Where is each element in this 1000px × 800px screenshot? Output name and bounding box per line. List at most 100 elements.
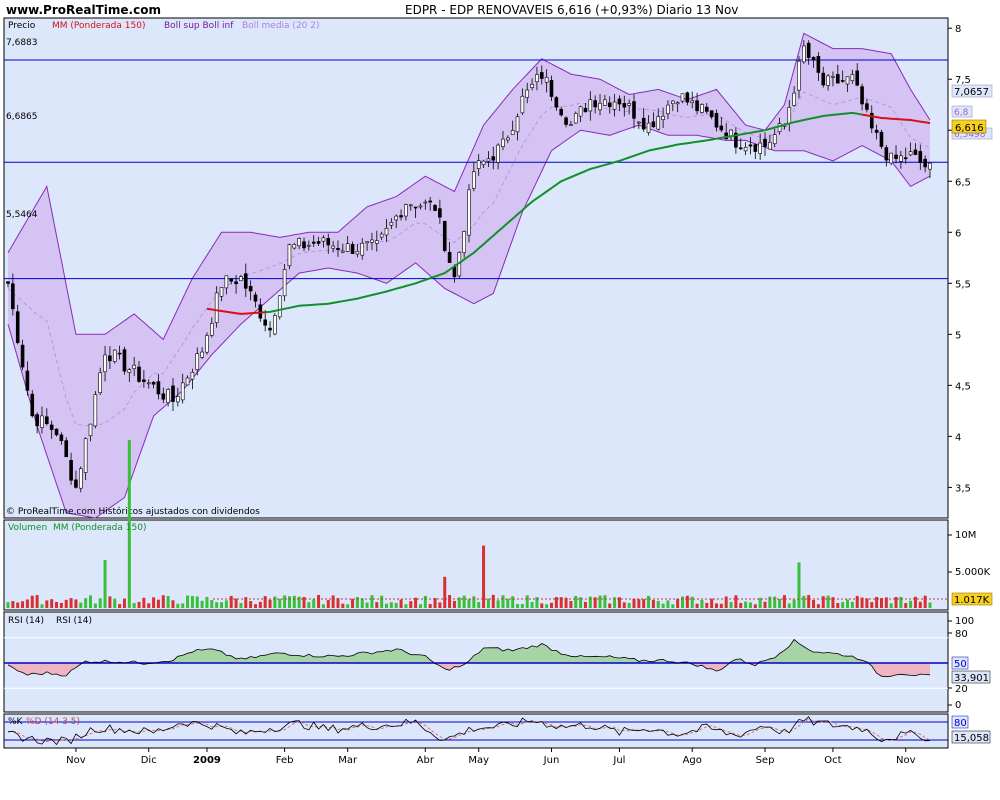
candle: [156, 373, 161, 400]
volume-bar: [501, 595, 505, 608]
candle: [578, 105, 583, 123]
volume-bar: [88, 595, 92, 608]
volume-bar: [802, 595, 806, 608]
candle: [559, 106, 564, 117]
candle: [845, 76, 850, 93]
x-tick: Abr: [417, 755, 435, 766]
candle: [675, 101, 680, 113]
rsi-line: [4, 637, 948, 689]
candle: [108, 346, 112, 369]
candle: [641, 108, 646, 132]
candle: [117, 345, 122, 360]
candle: [903, 147, 908, 164]
bollinger-upper: [7, 32, 931, 341]
volume-bar: [186, 595, 190, 608]
candle: [423, 199, 428, 210]
volume-bar: [564, 597, 568, 608]
volume-bar: [846, 599, 850, 608]
candle: [282, 263, 287, 302]
candle: [45, 408, 49, 426]
volume-bar: [253, 604, 257, 608]
volume-bar: [69, 598, 73, 608]
candle: [671, 100, 675, 112]
volume-bar: [428, 603, 432, 608]
candle: [161, 387, 166, 404]
volume-bar: [326, 599, 330, 608]
volume-bar: [98, 598, 102, 608]
volume-bar: [477, 601, 481, 608]
volume-bar: [239, 603, 243, 608]
volume-bar: [438, 602, 442, 608]
candle: [700, 103, 704, 114]
volume-bar: [142, 597, 146, 608]
volume-bar: [661, 603, 665, 608]
candle: [205, 332, 209, 355]
volume-bar: [836, 603, 840, 608]
candle: [428, 196, 432, 211]
candle: [510, 120, 515, 135]
volume-bar: [346, 604, 350, 608]
candle: [564, 116, 568, 128]
chart-title: EDPR - EDP RENOVAVEIS 6,616 (+0,93%) Dia…: [405, 3, 738, 17]
candle: [680, 93, 685, 104]
candle: [899, 150, 903, 169]
candle: [326, 233, 331, 254]
volume-bar: [249, 601, 253, 608]
x-tick: May: [468, 755, 489, 766]
candle: [297, 237, 301, 250]
candle: [661, 107, 665, 128]
rsi-tick-100: 100: [955, 616, 974, 627]
candle: [277, 295, 282, 320]
badge-lower: 6,5498: [954, 130, 986, 140]
volume-bar: [831, 597, 835, 608]
volume-bar: [559, 597, 563, 608]
volume-bar: [263, 596, 267, 608]
candle: [11, 273, 15, 316]
volume-bar: [418, 604, 422, 608]
volume-bar: [375, 602, 379, 608]
candle: [472, 162, 476, 192]
candle: [603, 94, 607, 106]
volume-bar: [540, 603, 544, 608]
volume-bar: [176, 603, 180, 608]
candle: [748, 137, 753, 155]
candle: [345, 235, 350, 253]
candle: [248, 280, 253, 301]
volume-bar: [283, 595, 287, 608]
candle: [287, 243, 292, 270]
legend-boll: Boll sup Boll inf: [164, 21, 234, 31]
bollinger-band: [7, 32, 931, 519]
volume-bar: [525, 595, 529, 608]
mm-green: [265, 111, 863, 314]
volume-bar: [622, 602, 626, 608]
volume-bar: [132, 603, 136, 608]
candle: [554, 96, 559, 111]
volume-bar: [724, 596, 728, 608]
volume-bar: [530, 602, 534, 608]
volume-bar: [152, 597, 156, 608]
candle: [389, 218, 394, 230]
candle: [404, 203, 408, 221]
candle: [486, 151, 491, 168]
candle: [738, 138, 743, 151]
candle: [802, 40, 806, 64]
volume-bar: [918, 601, 922, 608]
volume-bar: [816, 604, 820, 608]
candle: [612, 93, 617, 117]
candle: [743, 142, 748, 156]
volume-bar: [613, 597, 617, 608]
candle: [632, 94, 636, 129]
candle: [418, 203, 423, 210]
candle: [598, 93, 602, 116]
site-url[interactable]: www.ProRealTime.com: [6, 3, 161, 17]
vol-tick-5000k: 5.000K: [955, 567, 991, 578]
candle: [520, 88, 525, 115]
stoch-badge-80: 80: [954, 718, 967, 729]
candle: [292, 242, 297, 250]
candle: [588, 91, 593, 121]
legend-stoch-k: %K: [8, 717, 24, 727]
candle: [811, 56, 816, 68]
candle: [399, 209, 403, 221]
volume-bar: [579, 597, 583, 608]
volume-bar: [627, 602, 631, 608]
